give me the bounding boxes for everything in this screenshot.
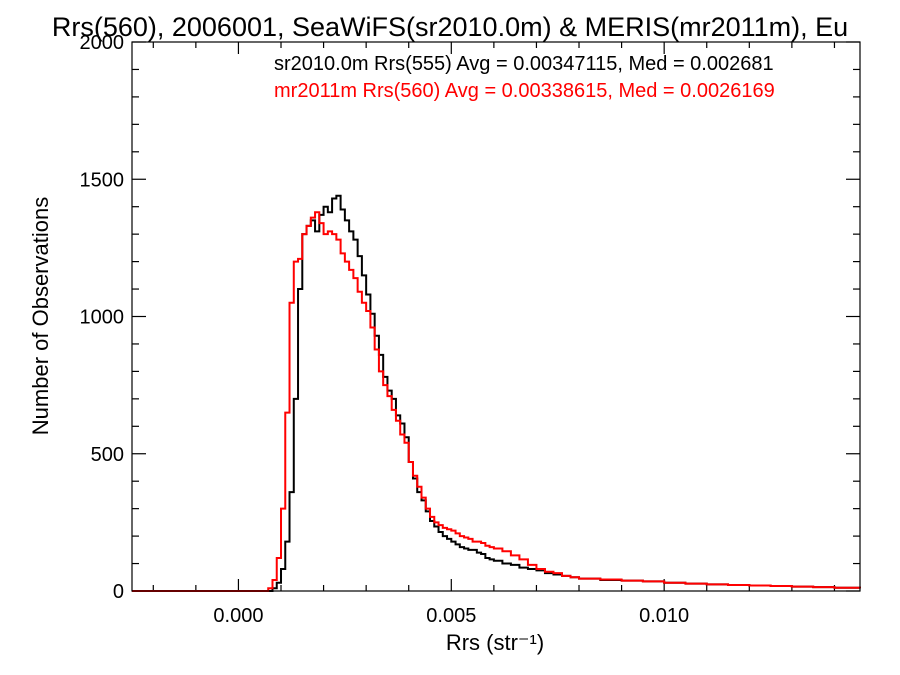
x-axis-label: Rrs (str⁻¹) [446,630,544,655]
y-tick-label-0: 0 [113,581,124,603]
x-tick-label-0: 0.000 [213,605,263,627]
plot-frame [131,41,861,592]
y-tick-label-3: 1500 [80,169,125,191]
x-tick-label-1: 0.005 [426,605,476,627]
series-lines [132,194,861,592]
y-tick-label-2: 1000 [80,307,125,329]
legend: sr2010.0m Rrs(555) Avg = 0.00347115, Med… [274,53,775,102]
legend-entry-sr: sr2010.0m Rrs(555) Avg = 0.00347115, Med… [274,53,774,75]
series-line-1 [132,211,861,592]
series-line-0 [132,194,861,592]
y-tick-label-1: 500 [91,444,124,466]
y-tick-label-4: 2000 [80,32,125,54]
axis-ticks: 0.000 0.005 0.010 0 500 1000 1500 2000 [80,32,860,627]
legend-entry-mr: mr2011m Rrs(560) Avg = 0.00338615, Med =… [274,80,775,102]
y-axis-label: Number of Observations [28,197,53,435]
x-tick-label-2: 0.010 [639,605,689,627]
chart-title: Rrs(560), 2006001, SeaWiFS(sr2010.0m) & … [52,12,848,42]
